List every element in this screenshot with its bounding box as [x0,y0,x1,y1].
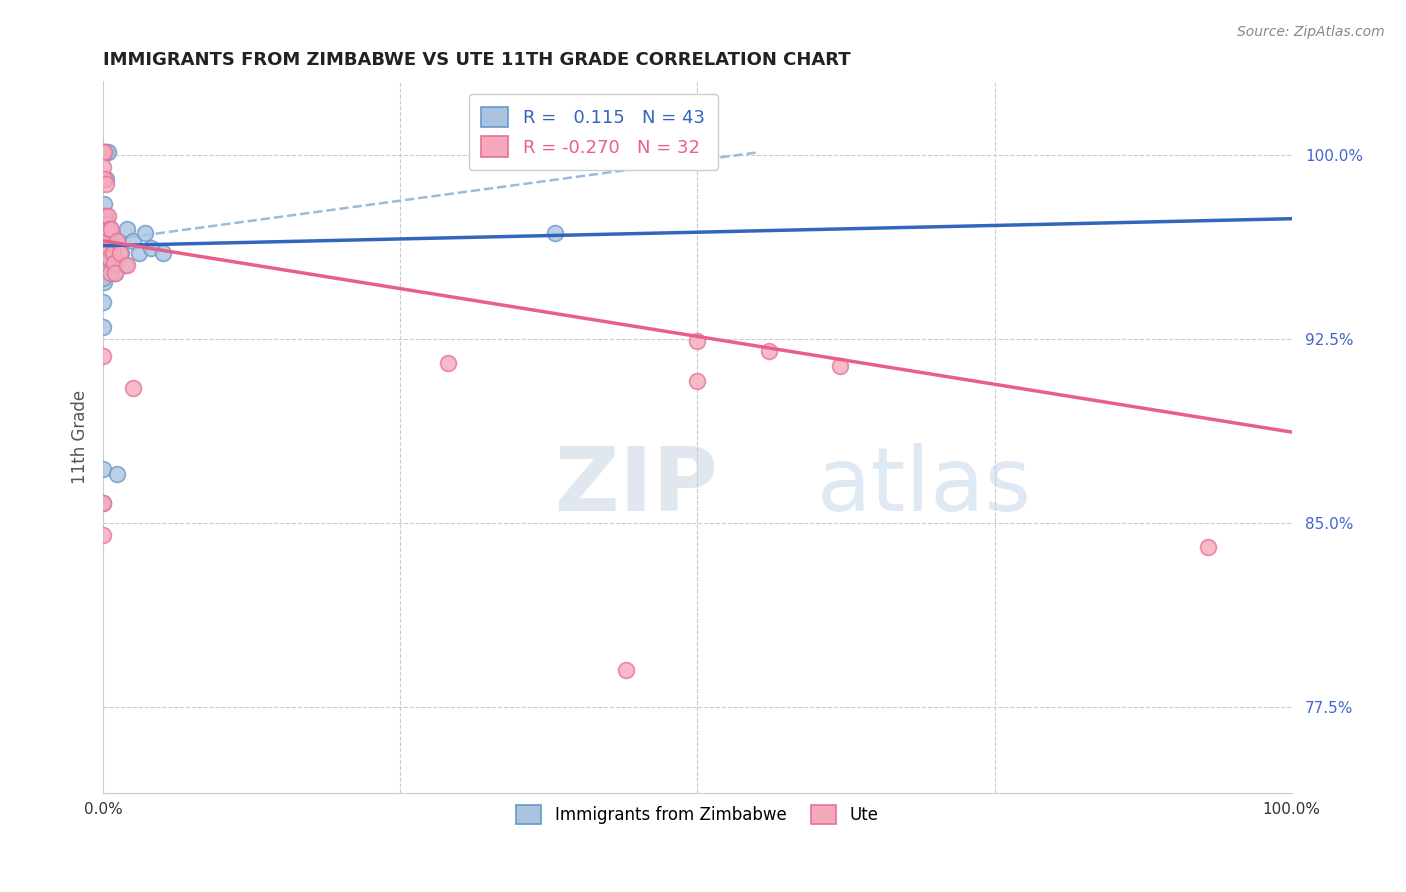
Point [91,209,114,223]
Point [93,209,115,223]
Point [91,234,114,248]
Point [104,266,127,280]
Point [139,241,162,255]
Point [103,258,125,272]
Point [98,241,121,255]
Point [121,234,143,248]
Point [98,251,121,265]
Text: atlas: atlas [817,443,1032,530]
Point [103,256,125,270]
Point [91,251,114,265]
Point [91,270,114,285]
Point [98,251,121,265]
Point [100,221,122,235]
Point [91,145,114,160]
Point [97,145,120,160]
Point [91,160,114,174]
Point [758,344,780,359]
Point [121,381,143,395]
Point [91,145,114,160]
Point [94,145,117,160]
Point [110,246,132,260]
Text: ZIP: ZIP [555,443,717,530]
Point [91,462,114,476]
Point [98,221,121,235]
Point [98,266,121,280]
Point [98,234,121,248]
Point [114,258,136,272]
Point [94,178,117,192]
Point [544,227,567,241]
Point [98,221,121,235]
Point [93,197,115,211]
Point [96,241,118,255]
Point [94,172,117,186]
Point [91,528,114,542]
Point [134,227,156,241]
Point [91,496,114,510]
Point [91,295,114,310]
Point [108,246,131,260]
Point [93,276,115,290]
Point [91,349,114,363]
Point [91,145,114,160]
Point [93,145,115,160]
Point [97,209,120,223]
Point [91,227,114,241]
Point [105,234,128,248]
Point [96,217,118,231]
Point [93,266,115,280]
Point [91,496,114,510]
Legend: Immigrants from Zimbabwe, Ute: Immigrants from Zimbabwe, Ute [506,795,889,834]
Point [115,258,138,272]
Point [91,241,114,255]
Point [105,467,128,481]
Point [94,209,117,223]
Point [105,234,128,248]
Point [91,319,114,334]
Point [94,217,117,231]
Point [686,334,709,349]
Text: Source: ZipAtlas.com: Source: ZipAtlas.com [1237,25,1385,39]
Point [128,246,150,260]
Point [93,258,115,272]
Point [96,227,118,241]
Point [100,246,122,260]
Text: IMMIGRANTS FROM ZIMBABWE VS UTE 11TH GRADE CORRELATION CHART: IMMIGRANTS FROM ZIMBABWE VS UTE 11TH GRA… [103,51,851,69]
Point [1198,541,1220,555]
Point [96,227,118,241]
Point [115,221,138,235]
Point [101,246,124,260]
Point [614,663,637,677]
Point [101,241,124,255]
Point [436,356,458,370]
Point [91,217,114,231]
Point [97,241,120,255]
Point [686,374,709,388]
Point [93,172,115,186]
Point [152,246,174,260]
Y-axis label: 11th Grade: 11th Grade [72,390,89,484]
Point [828,359,851,373]
Point [97,234,120,248]
Point [104,266,127,280]
